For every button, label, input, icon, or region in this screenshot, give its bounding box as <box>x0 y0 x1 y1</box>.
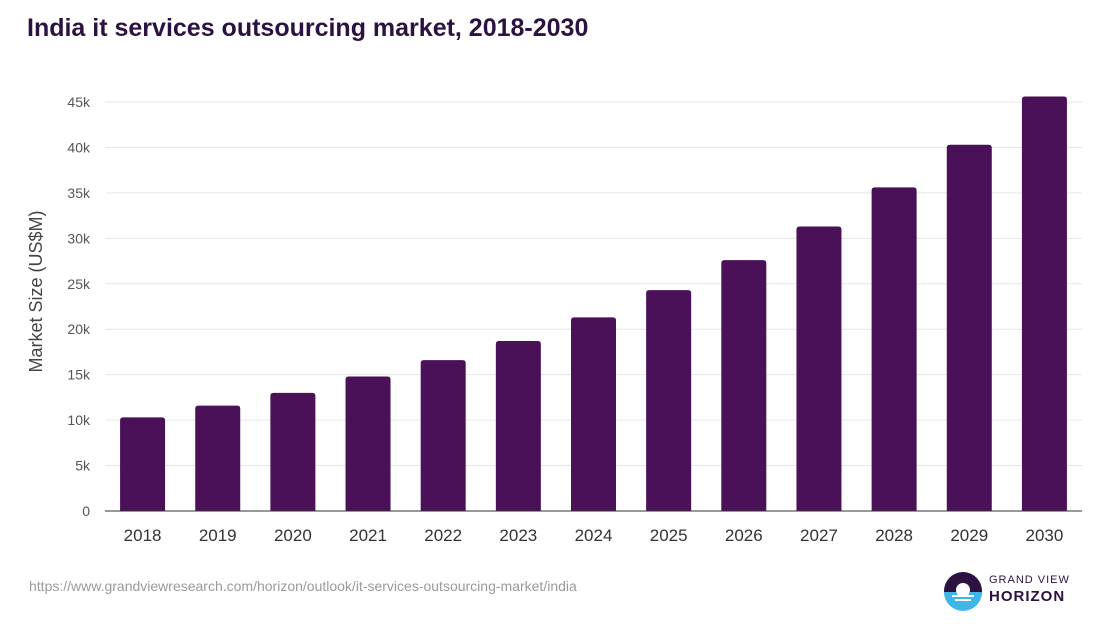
x-tick-label: 2030 <box>1026 526 1064 545</box>
x-tick-label: 2027 <box>800 526 838 545</box>
bar-2020 <box>270 392 316 511</box>
x-tick-label: 2026 <box>725 526 763 545</box>
y-tick-label: 45k <box>67 94 91 110</box>
logo-text-horizon: HORIZON <box>989 588 1066 605</box>
y-tick-label: 10k <box>67 412 91 428</box>
y-tick-label: 0 <box>82 503 90 519</box>
y-tick-label: 35k <box>67 185 91 201</box>
x-tick-label: 2021 <box>349 526 387 545</box>
x-tick-label: 2020 <box>274 526 312 545</box>
y-tick-label: 30k <box>67 230 91 246</box>
bar-2030 <box>1021 96 1067 512</box>
chart-title: India it services outsourcing market, 20… <box>27 14 589 42</box>
x-tick-label: 2029 <box>950 526 988 545</box>
y-axis-ticks: 0 5k 10k 15k 20k 25k 30k 35k 40k 45k <box>67 94 91 519</box>
x-tick-label: 2025 <box>650 526 688 545</box>
y-tick-label: 40k <box>67 139 91 155</box>
bar-2028 <box>871 187 917 512</box>
bar-2025 <box>646 290 692 511</box>
y-tick-label: 25k <box>67 276 91 292</box>
y-tick-label: 15k <box>67 367 91 383</box>
y-tick-label: 20k <box>67 321 91 337</box>
bars <box>120 96 1067 512</box>
bar-2019 <box>195 405 241 511</box>
bar-chart: 0 5k 10k 15k 20k 25k 30k 35k 40k 45k 2018 2019 2020… <box>26 94 1082 545</box>
grand-view-horizon-logo: GRAND VIEW HORIZON <box>943 571 1083 611</box>
source-url[interactable]: https://www.grandviewresearch.com/horizo… <box>29 578 577 594</box>
bar-2029 <box>946 144 992 511</box>
logo-text-grand-view: GRAND VIEW <box>989 574 1070 586</box>
bar-2023 <box>495 341 541 511</box>
bar-2018 <box>120 417 166 511</box>
bar-2024 <box>571 317 616 511</box>
bar-2022 <box>420 360 466 511</box>
y-axis-title: Market Size (US$M) <box>26 210 46 372</box>
y-tick-label: 5k <box>75 458 91 474</box>
horizon-logo-icon <box>944 572 982 611</box>
bar-2026 <box>721 260 767 511</box>
x-tick-label: 2024 <box>575 526 613 545</box>
x-tick-label: 2018 <box>124 526 162 545</box>
x-tick-label: 2022 <box>424 526 462 545</box>
x-axis-labels: 2018 2019 2020 2021 2022 2023 2024 2025 2026 2027… <box>124 526 1064 545</box>
x-tick-label: 2023 <box>499 526 537 545</box>
bar-2027 <box>796 226 842 512</box>
x-tick-label: 2019 <box>199 526 237 545</box>
x-tick-label: 2028 <box>875 526 913 545</box>
bar-2021 <box>345 376 391 511</box>
